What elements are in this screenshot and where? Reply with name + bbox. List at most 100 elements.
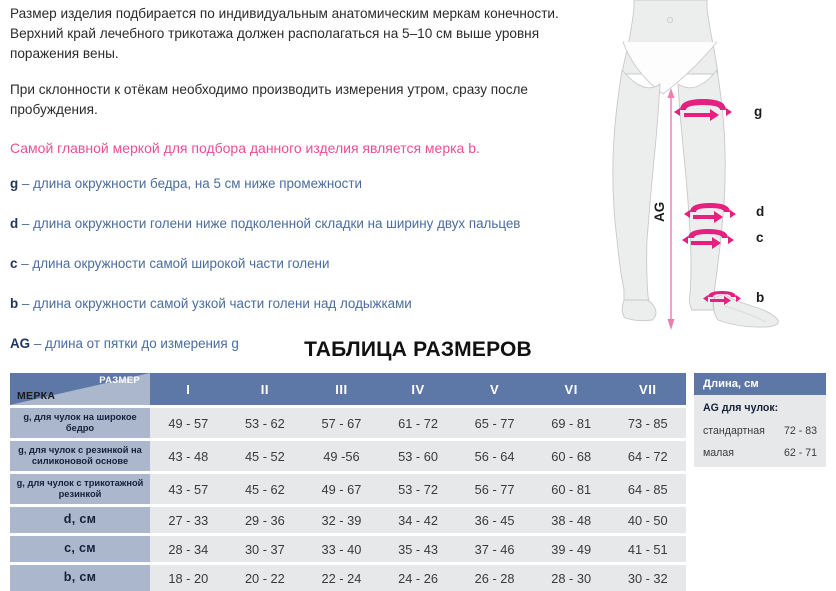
table-cell: 29 - 36 — [244, 512, 285, 528]
instructions-panel: Размер изделия подбирается по индивидуал… — [10, 4, 610, 374]
length-row-small: малая 62 - 71 — [703, 447, 817, 459]
legend-key-b: b — [10, 296, 19, 311]
table-cell: 36 - 45 — [474, 512, 515, 528]
table-cell: 30 - 32 — [627, 570, 668, 586]
legend-text-d: длина окружности голени ниже подколенной… — [33, 216, 521, 231]
table-header-row: РАЗМЕР МЕРКА I II III IV V VI VII — [10, 373, 686, 405]
length-row-value: 62 - 71 — [784, 447, 817, 459]
length-panel: Длина, см AG для чулок: стандартная 72 -… — [694, 373, 826, 467]
table-cell: 60 - 81 — [551, 481, 592, 497]
row-values: 27 - 33 29 - 36 32 - 39 34 - 42 36 - 45 … — [150, 507, 686, 533]
legend-text-b: длина окружности самой узкой части голен… — [33, 296, 412, 311]
marker-label-c: c — [756, 230, 764, 245]
table-cell: 61 - 72 — [398, 415, 438, 431]
legend-item-c: c – длина окружности самой широкой части… — [10, 254, 610, 274]
table-cell: 53 - 62 — [244, 415, 285, 431]
length-row-name: стандартная — [703, 425, 765, 437]
legend-item-g: g – длина окружности бедра, на 5 см ниже… — [10, 174, 610, 194]
table-cell: 45 - 52 — [244, 448, 285, 464]
length-panel-title: AG для чулок: — [703, 402, 779, 414]
length-panel-header: Длина, см — [694, 373, 826, 395]
table-cell: 49 - 57 — [168, 415, 209, 431]
table-cell: 34 - 42 — [398, 512, 438, 528]
table-cell: 28 - 30 — [551, 570, 592, 586]
legend-key-g: g — [10, 176, 19, 191]
column-header-2: II — [260, 381, 269, 397]
length-row-value: 72 - 83 — [784, 425, 817, 437]
table-cell: 35 - 43 — [398, 541, 438, 557]
length-panel-body: AG для чулок: стандартная 72 - 83 малая … — [694, 395, 826, 467]
table-cell: 33 - 40 — [321, 541, 362, 557]
table-cell: 22 - 24 — [321, 570, 362, 586]
ag-measure-arrow — [667, 88, 675, 330]
marker-label-b: b — [756, 290, 764, 305]
table-cell: 53 - 60 — [398, 448, 438, 464]
table-cell: 53 - 72 — [398, 481, 438, 497]
legend-key-ag: AG — [10, 336, 31, 351]
body-silhouette — [612, 0, 779, 328]
table-cell: 43 - 48 — [168, 448, 209, 464]
table-cell: 73 - 85 — [627, 415, 668, 431]
table-cell: 64 - 72 — [627, 448, 668, 464]
corner-size-label: РАЗМЕР — [99, 375, 140, 386]
length-row-name: малая — [703, 447, 734, 459]
table-cell: 39 - 49 — [551, 541, 592, 557]
marker-label-g: g — [754, 104, 762, 119]
row-label: g, для чулок с трикотажной резинкой — [10, 474, 150, 504]
column-header-6: VI — [564, 381, 578, 397]
row-values: 18 - 20 20 - 22 22 - 24 24 - 26 26 - 28 … — [150, 565, 686, 591]
table-row: g, для чулок на широкое бедро 49 - 57 53… — [10, 408, 686, 438]
legend-text-c: длина окружности самой широкой части гол… — [32, 256, 330, 271]
table-corner-cell: РАЗМЕР МЕРКА — [10, 373, 150, 405]
legend-key-d: d — [10, 216, 19, 231]
intro-paragraph-2: При склонности к отёкам необходимо произ… — [10, 82, 528, 117]
marker-band-c — [682, 229, 734, 249]
table-cell: 30 - 37 — [244, 541, 285, 557]
row-label: b, см — [10, 565, 150, 591]
table-row: d, см 27 - 33 29 - 36 32 - 39 34 - 42 36… — [10, 507, 686, 533]
table-cell: 43 - 57 — [168, 481, 209, 497]
table-row: b, см 18 - 20 20 - 22 22 - 24 24 - 26 26… — [10, 565, 686, 591]
legend-text-ag: длина от пятки до измерения g — [45, 336, 239, 351]
row-values: 43 - 57 45 - 62 49 - 67 53 - 72 56 - 77 … — [150, 474, 686, 504]
table-cell: 69 - 81 — [551, 415, 592, 431]
legend-text-g: длина окружности бедра, на 5 см ниже про… — [33, 176, 362, 191]
table-cell: 18 - 20 — [168, 570, 209, 586]
table-cell: 56 - 77 — [474, 481, 515, 497]
row-label: c, см — [10, 536, 150, 562]
row-label: g, для чулок с резинкой на силиконовой о… — [10, 441, 150, 471]
corner-measure-label: МЕРКА — [17, 390, 56, 402]
marker-band-g — [674, 99, 732, 121]
legend-dash-g: – — [21, 176, 30, 191]
column-header-1: I — [186, 381, 191, 397]
table-cell: 64 - 85 — [627, 481, 668, 497]
table-cell: 49 - 67 — [321, 481, 362, 497]
table-cell: 65 - 77 — [474, 415, 515, 431]
table-row: g, для чулок с трикотажной резинкой 43 -… — [10, 474, 686, 504]
table-cell: 56 - 64 — [474, 448, 515, 464]
corner-diagonal-divider — [10, 373, 150, 405]
row-values: 28 - 34 30 - 37 33 - 40 35 - 43 37 - 46 … — [150, 536, 686, 562]
table-cell: 32 - 39 — [321, 512, 362, 528]
column-header-5: V — [490, 381, 500, 397]
ag-label: AG — [652, 202, 667, 222]
table-cell: 57 - 67 — [321, 415, 362, 431]
table-cell: 45 - 62 — [244, 481, 285, 497]
table-cell: 37 - 46 — [474, 541, 515, 557]
table-cell: 38 - 48 — [551, 512, 592, 528]
table-cell: 49 -56 — [323, 448, 360, 464]
table-cell: 26 - 28 — [474, 570, 515, 586]
table-cell: 60 - 68 — [551, 448, 592, 464]
table-cell: 41 - 51 — [627, 541, 668, 557]
size-table: РАЗМЕР МЕРКА I II III IV V VI VII g, для… — [10, 373, 686, 591]
length-row-standard: стандартная 72 - 83 — [703, 425, 817, 437]
column-header-7: VII — [639, 381, 657, 397]
page-title: ТАБЛИЦА РАЗМЕРОВ — [304, 338, 532, 361]
row-values: 49 - 57 53 - 62 57 - 67 61 - 72 65 - 77 … — [150, 408, 686, 438]
legend-dash-b: – — [21, 296, 30, 311]
table-cell: 40 - 50 — [627, 512, 668, 528]
row-values: 43 - 48 45 - 52 49 -56 53 - 60 56 - 64 6… — [150, 441, 686, 471]
legend-item-ag: AG – длина от пятки до измерения g — [10, 334, 610, 354]
legend-key-c: c — [10, 256, 18, 271]
legend-item-d: d – длина окружности голени ниже подколе… — [10, 214, 610, 234]
